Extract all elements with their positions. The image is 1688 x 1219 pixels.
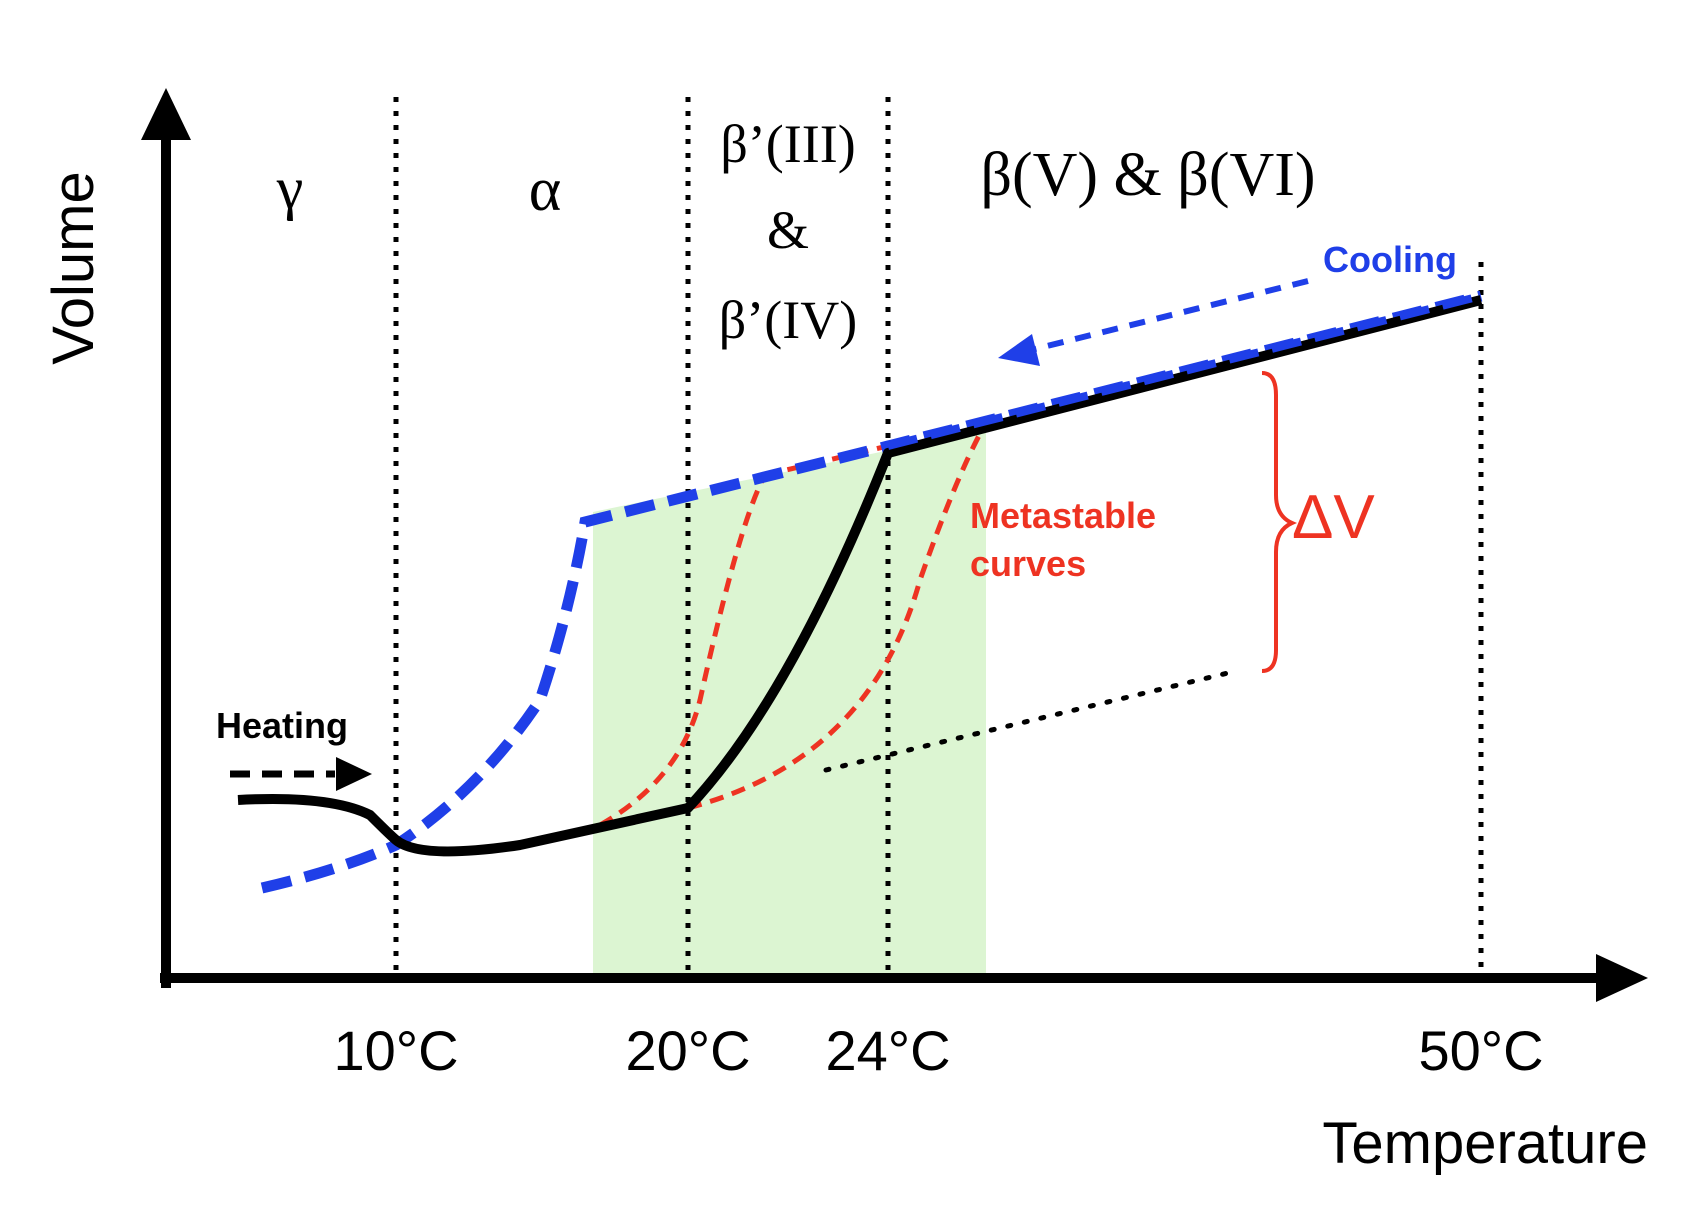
delta-v-brace	[1261, 371, 1297, 673]
transition-lines	[393, 97, 1484, 972]
phase-label-beta-prime-iv: β’(IV)	[719, 290, 857, 350]
tick-label-10c: 10°C	[333, 1019, 458, 1082]
extrapolation-dotted-line	[823, 669, 1235, 773]
heating-label: Heating	[216, 705, 348, 746]
metastable-label-line1: Metastable	[970, 495, 1156, 536]
y-axis-label: Volume	[41, 171, 106, 364]
phase-label-gamma: γ	[276, 155, 304, 221]
axes	[141, 88, 1648, 1002]
metastable-curve-2	[687, 428, 985, 811]
heating-arrowhead	[336, 757, 372, 791]
tick-label-50c: 50°C	[1418, 1019, 1543, 1082]
phase-label-beta-prime-iii: β’(III)	[720, 114, 855, 174]
x-axis-label: Temperature	[1322, 1111, 1648, 1176]
delta-v-label: ΔV	[1292, 483, 1375, 552]
cooling-curve-overlay	[887, 292, 1482, 450]
phase-label-beta: β(V) & β(VI)	[980, 141, 1315, 209]
tick-label-20c: 20°C	[625, 1019, 750, 1082]
metastable-label-line2: curves	[970, 543, 1086, 584]
cooling-arrowhead	[998, 334, 1040, 366]
phase-label-alpha: α	[529, 156, 561, 224]
cooling-label: Cooling	[1323, 239, 1457, 280]
y-axis-arrowhead	[141, 88, 191, 140]
metastable-region-shade	[593, 512, 986, 974]
cooling-arrow-shaft	[1034, 278, 1309, 352]
cooling-curve	[260, 290, 1483, 894]
heating-curve	[237, 295, 1483, 857]
x-axis-arrowhead	[1596, 954, 1648, 1002]
metastable-curve-1	[598, 473, 768, 828]
tick-label-24c: 24°C	[825, 1019, 950, 1082]
phase-label-ampersand: &	[767, 200, 809, 260]
